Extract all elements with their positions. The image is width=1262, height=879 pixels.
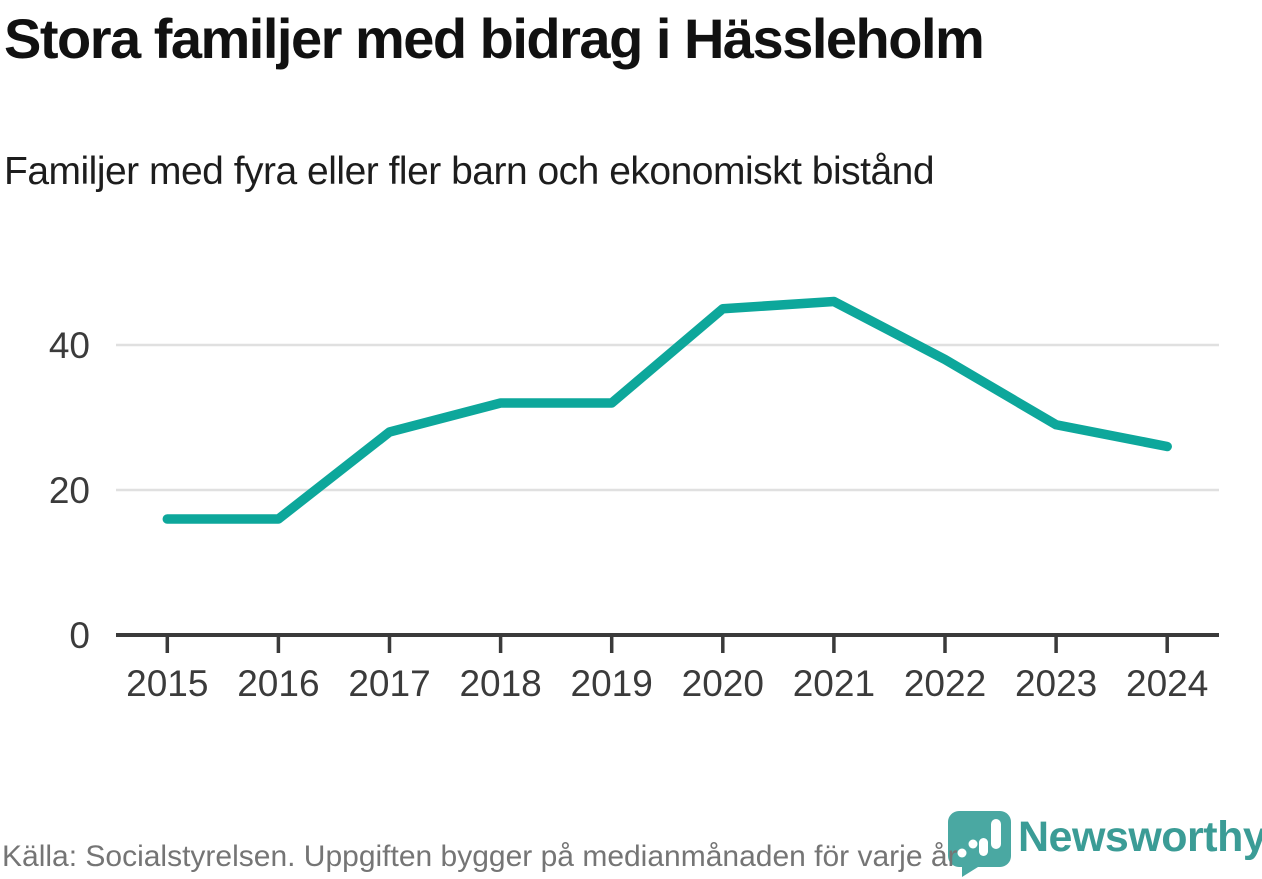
newsworthy-logo: Newsworthy	[948, 811, 1262, 877]
x-tick-label-2018: 2018	[459, 663, 541, 704]
badge-dot-mid	[968, 839, 978, 849]
x-tick-label-2017: 2017	[348, 663, 430, 704]
x-tick-label-2021: 2021	[793, 663, 875, 704]
x-tick-label-2023: 2023	[1015, 663, 1097, 704]
y-tick-label-0: 0	[69, 615, 90, 656]
x-tick-label-2015: 2015	[126, 663, 208, 704]
footer: Källa: Socialstyrelsen. Uppgiften bygger…	[0, 800, 1262, 879]
source-note: Källa: Socialstyrelsen. Uppgiften bygger…	[2, 840, 958, 873]
x-tick-label-2016: 2016	[237, 663, 319, 704]
badge-bar-tall	[991, 819, 1001, 849]
newsworthy-wordmark: Newsworthy	[1018, 813, 1262, 861]
x-tick-label-2022: 2022	[904, 663, 986, 704]
y-tick-label-40: 40	[49, 325, 90, 366]
chart-title: Stora familjer med bidrag i Hässleholm	[4, 7, 985, 70]
newsworthy-badge-icon	[948, 811, 1011, 877]
chart-subtitle: Familjer med fyra eller fler barn och ek…	[4, 150, 935, 193]
badge-bar-short	[979, 838, 988, 856]
badge-dot-small	[957, 848, 967, 858]
x-tick-label-2019: 2019	[571, 663, 653, 704]
y-tick-label-20: 20	[49, 470, 90, 511]
data-line	[162, 296, 1172, 524]
x-tick-label-2020: 2020	[682, 663, 764, 704]
x-tick-label-2024: 2024	[1126, 663, 1208, 704]
